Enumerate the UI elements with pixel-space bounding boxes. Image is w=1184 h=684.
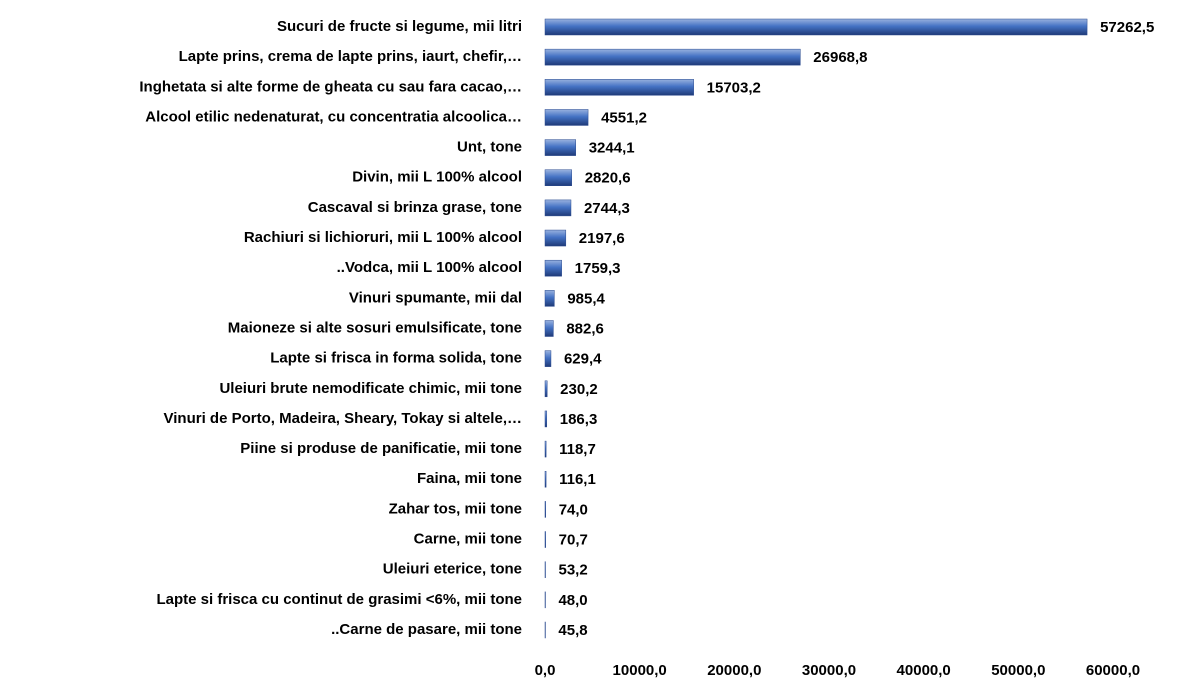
data-label: 74,0 xyxy=(559,501,588,518)
x-tick-label: 40000,0 xyxy=(897,662,951,679)
data-label: 116,1 xyxy=(559,471,596,488)
category-label: Zahar tos, mii tone xyxy=(389,500,522,517)
category-label: Maioneze si alte sosuri emulsificate, to… xyxy=(228,319,522,336)
data-label: 15703,2 xyxy=(707,79,761,96)
x-tick-label: 0,0 xyxy=(535,662,556,679)
bar xyxy=(544,471,547,488)
data-label: 26968,8 xyxy=(813,49,867,66)
category-label: Inghetata si alte forme de gheata cu sau… xyxy=(139,78,522,95)
category-label: Piine si produse de panificatie, mii ton… xyxy=(240,440,522,457)
category-label: Carne, mii tone xyxy=(414,531,522,548)
data-label: 48,0 xyxy=(558,592,587,609)
bar xyxy=(544,109,589,126)
bar xyxy=(544,440,547,458)
bar xyxy=(544,48,801,66)
bar xyxy=(544,199,572,217)
data-label: 3244,1 xyxy=(589,140,635,157)
x-tick-label: 60000,0 xyxy=(1086,662,1140,679)
data-label: 4551,2 xyxy=(601,109,647,126)
category-label: Rachiuri si lichioruri, mii L 100% alcoo… xyxy=(244,229,522,246)
data-label: 53,2 xyxy=(559,562,588,579)
category-label: Divin, mii L 100% alcool xyxy=(352,169,522,186)
bar xyxy=(544,169,572,186)
data-label: 230,2 xyxy=(560,381,598,398)
bar xyxy=(544,501,546,518)
data-label: 57262,5 xyxy=(1100,19,1154,36)
category-label: Vinuri spumante, mii dal xyxy=(349,289,522,306)
data-label: 186,3 xyxy=(560,411,598,428)
data-label: 45,8 xyxy=(558,622,587,639)
category-label: Lapte prins, crema de lapte prins, iaurt… xyxy=(179,48,522,65)
category-label: Uleiuri brute nemodificate chimic, mii t… xyxy=(219,380,522,397)
data-label: 2197,6 xyxy=(579,230,625,247)
bar xyxy=(544,380,548,398)
bar xyxy=(544,350,552,367)
category-label: ..Vodca, mii L 100% alcool xyxy=(337,259,522,276)
category-label: Cascaval si brinza grase, tone xyxy=(308,199,522,216)
bar xyxy=(544,561,546,578)
category-label: Vinuri de Porto, Madeira, Sheary, Tokay … xyxy=(164,410,522,427)
category-label: ..Carne de pasare, mii tone xyxy=(331,621,522,638)
bar xyxy=(544,290,555,307)
category-label: Sucuri de fructe si legume, mii litri xyxy=(277,18,522,35)
category-label: Lapte si frisca in forma solida, tone xyxy=(270,350,522,367)
data-label: 985,4 xyxy=(567,290,605,307)
category-label: Uleiuri eterice, tone xyxy=(383,561,522,578)
bar xyxy=(544,139,576,156)
data-label: 2744,3 xyxy=(584,200,630,217)
bar xyxy=(544,18,1088,36)
x-tick-label: 20000,0 xyxy=(707,662,761,679)
bar xyxy=(544,259,562,277)
x-tick-label: 10000,0 xyxy=(613,662,667,679)
x-tick-label: 30000,0 xyxy=(802,662,856,679)
bar xyxy=(544,320,554,337)
data-label: 118,7 xyxy=(559,441,596,458)
bar xyxy=(544,229,567,247)
data-label: 629,4 xyxy=(564,351,602,368)
data-label: 70,7 xyxy=(559,532,588,549)
bar xyxy=(544,410,548,428)
bar xyxy=(544,79,694,96)
x-tick-label: 50000,0 xyxy=(991,662,1045,679)
data-label: 2820,6 xyxy=(585,170,631,187)
category-label: Lapte si frisca cu continut de grasimi <… xyxy=(156,591,522,608)
category-label: Faina, mii tone xyxy=(417,470,522,487)
category-label: Alcool etilic nedenaturat, cu concentrat… xyxy=(145,108,522,125)
bar xyxy=(544,531,546,548)
data-label: 1759,3 xyxy=(575,260,621,277)
category-label: Unt, tone xyxy=(457,139,522,156)
data-label: 882,6 xyxy=(566,320,604,337)
